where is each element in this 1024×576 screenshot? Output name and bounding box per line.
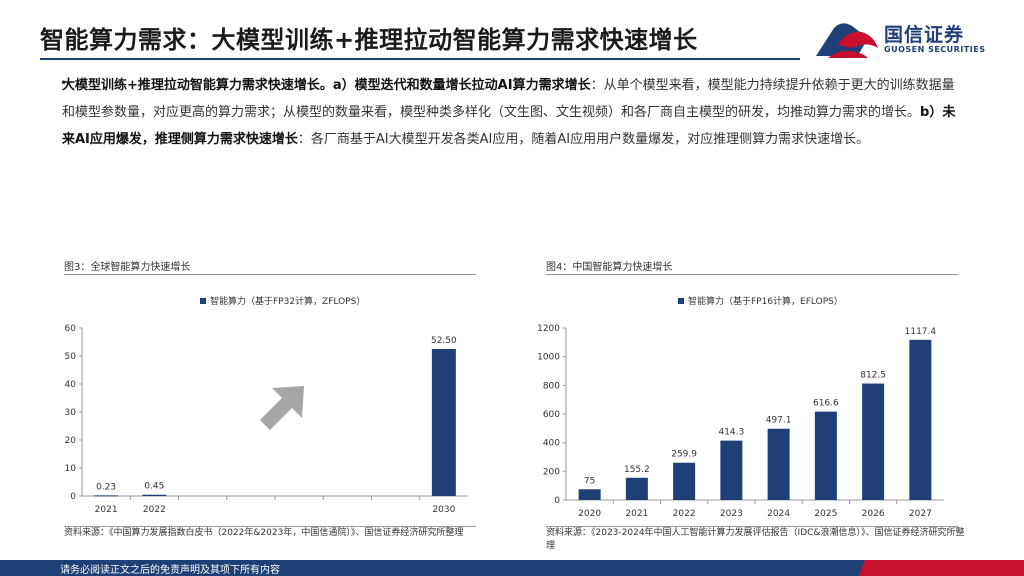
y-tick-label: 0 — [70, 492, 76, 502]
y-tick-label: 60 — [65, 324, 77, 334]
y-tick-label: 800 — [543, 381, 560, 391]
bar-2022 — [673, 462, 696, 500]
intro-point-a-title: a）模型迭代和数量增长拉动AI算力需求增长 — [332, 78, 591, 93]
page-title: 智能算力需求：大模型训练+推理拉动智能算力需求快速增长 — [40, 26, 698, 54]
footer-bar: 请务必阅读正文之后的免责声明及其项下所有内容 — [0, 560, 1024, 576]
bar-2021 — [94, 495, 119, 497]
data-label-2020: 75 — [584, 476, 595, 486]
legend-swatch — [200, 298, 206, 304]
bar-2027 — [909, 339, 932, 500]
logo-name-en: GUOSEN SECURITIES — [884, 45, 986, 54]
x-tick-label-2023: 2023 — [720, 509, 743, 519]
figure-4-source: 资料来源：《2023-2024年中国人工智能计算力发展评估报告（IDC&浪潮信息… — [546, 528, 965, 551]
bar-2020 — [578, 489, 601, 500]
x-tick-label-2022: 2022 — [143, 505, 166, 515]
bar-2025 — [814, 411, 837, 500]
up-right-arrow-icon — [260, 386, 304, 430]
y-tick-label: 30 — [65, 408, 77, 418]
bar-2024 — [767, 428, 790, 500]
intro-point-b-title: b）未来AI应用爆发，推理侧算力需求快速增长 — [62, 105, 956, 147]
intro-lead: 大模型训练+推理拉动智能算力需求快速增长。 — [62, 78, 333, 93]
bar-2022 — [142, 494, 167, 496]
y-tick-label: 1200 — [537, 324, 560, 334]
data-label-2024: 497.1 — [766, 416, 792, 426]
figure-3-source: 资料来源：《中国算力发展指数白皮书（2022年&2023年，中国信通院）》、国信… — [64, 528, 464, 538]
y-tick-label: 600 — [543, 410, 560, 420]
data-label-2025: 616.6 — [813, 399, 839, 409]
y-tick-label: 10 — [65, 464, 77, 474]
x-tick-label-2021: 2021 — [95, 505, 118, 515]
x-tick-label-2022: 2022 — [673, 509, 696, 519]
y-tick-label: 1000 — [537, 353, 560, 363]
guosen-logo-icon — [816, 23, 878, 58]
y-tick-label: 400 — [543, 439, 560, 449]
x-tick-label-2025: 2025 — [814, 509, 837, 519]
legend-label: 智能算力（基于FP32计算，ZFLOPS） — [210, 295, 365, 307]
bar-2021 — [625, 477, 648, 500]
x-tick-label-2020: 2020 — [578, 509, 601, 519]
intro-paragraph: 大模型训练+推理拉动智能算力需求快速增长。a）模型迭代和数量增长拉动AI算力需求… — [62, 72, 962, 153]
legend-label: 智能算力（基于FP16计算，EFLOPS） — [688, 295, 843, 307]
logo-name-cn: 国信证券 — [884, 24, 965, 46]
data-label-2021: 155.2 — [624, 465, 650, 475]
y-tick-label: 0 — [554, 496, 560, 506]
title-divider — [40, 58, 800, 60]
x-tick-label-2021: 2021 — [625, 509, 648, 519]
intro-point-a-text: ：从单个模型来看，模型能力持续提升依赖于更大的训练数据量和模型参数量，对应更高的… — [62, 78, 955, 120]
y-tick-label: 200 — [543, 467, 560, 477]
bar-2030 — [431, 349, 456, 496]
data-label-2026: 812.5 — [860, 371, 886, 381]
figure-3-title: 图3：全球智能算力快速增长 — [64, 262, 191, 273]
bar-2026 — [862, 383, 885, 500]
figure-3-chart: 智能算力（基于FP32计算，ZFLOPS）01020304050600.2320… — [65, 295, 468, 515]
figure-3-title-rule — [64, 274, 476, 275]
data-label-2022: 0.45 — [144, 482, 164, 492]
data-label-2030: 52.50 — [431, 336, 457, 346]
data-label-2023: 414.3 — [718, 428, 744, 438]
footer-disclaimer: 请务必阅读正文之后的免责声明及其项下所有内容 — [60, 565, 280, 576]
figure-3-source-rule — [64, 526, 476, 527]
y-tick-label: 40 — [65, 380, 77, 390]
bar-2023 — [720, 440, 743, 500]
x-tick-label-2026: 2026 — [862, 509, 885, 519]
y-tick-label: 50 — [65, 352, 77, 362]
x-tick-label-2030: 2030 — [432, 505, 455, 515]
intro-point-b-text: ：各厂商基于AI大模型开发各类AI应用，随着AI应用用户数量爆发，对应推理侧算力… — [297, 132, 870, 147]
x-tick-label-2027: 2027 — [909, 509, 932, 519]
figure-4-chart: 智能算力（基于FP16计算，EFLOPS） 0 200 400 600 800 1000 12… — [537, 295, 944, 519]
data-label-2022: 259.9 — [671, 450, 697, 460]
figure-4-title: 图4：中国智能算力快速增长 — [546, 262, 673, 273]
y-tick-label: 20 — [65, 436, 77, 446]
figure-4-source-rule — [546, 526, 958, 527]
bullet-marker: • — [60, 76, 68, 90]
x-tick-label-2024: 2024 — [767, 509, 790, 519]
data-label-2027: 1117.4 — [905, 327, 937, 337]
figure-4-title-rule — [546, 274, 958, 275]
legend-swatch — [678, 298, 684, 304]
footer-accent-stripe — [794, 560, 1024, 576]
data-label-2021: 0.23 — [96, 482, 116, 492]
